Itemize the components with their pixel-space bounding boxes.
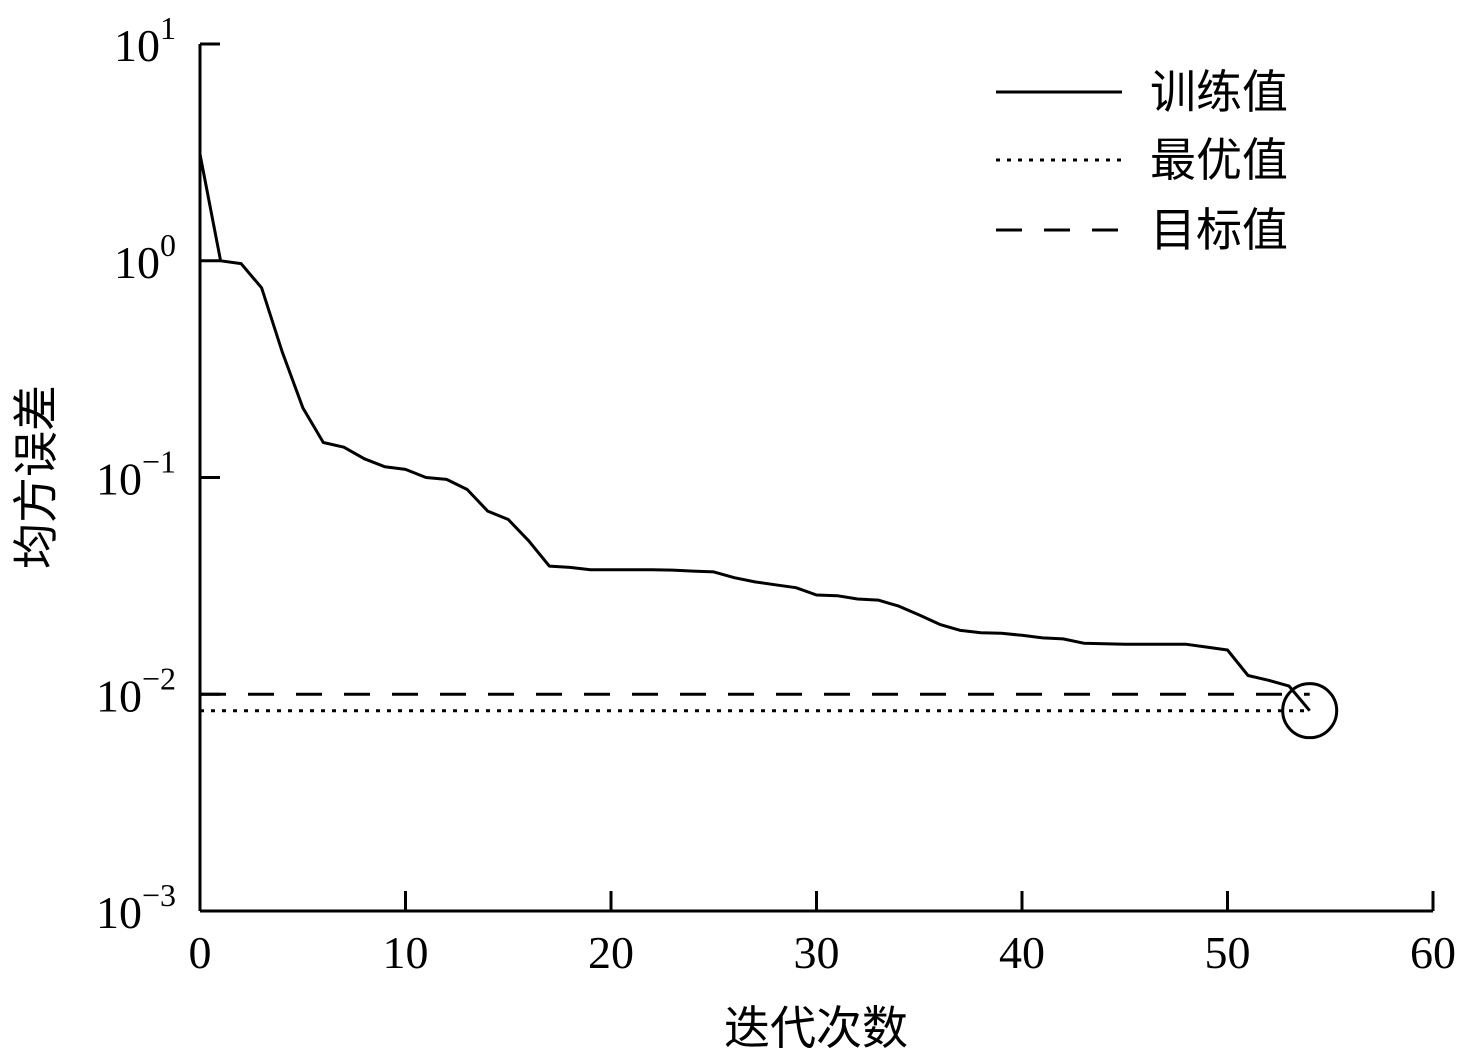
y-tick-label: 10−2 <box>96 660 176 721</box>
y-tick-label: 100 <box>114 227 176 288</box>
x-tick-label: 20 <box>588 927 634 978</box>
x-tick-label: 10 <box>383 927 429 978</box>
x-tick-label: 40 <box>999 927 1045 978</box>
y-tick-label: 101 <box>114 10 176 71</box>
legend-label: 最优值 <box>1150 133 1288 187</box>
y-ticks: 101 100 10−1 10−2 10−3 <box>96 10 220 938</box>
y-axis-title: 均方误差 <box>9 385 63 569</box>
x-tick-label: 60 <box>1410 927 1456 978</box>
x-tick-label: 50 <box>1205 927 1251 978</box>
legend-label: 训练值 <box>1150 65 1288 119</box>
y-tick-label: 10−1 <box>96 444 176 505</box>
y-tick-label: 10−3 <box>96 877 176 938</box>
x-ticks: 0 10 20 30 40 50 60 <box>189 891 1456 978</box>
x-tick-label: 30 <box>794 927 840 978</box>
legend-label: 目标值 <box>1150 203 1288 257</box>
optimum-circle-marker <box>1281 682 1339 740</box>
x-tick-label: 0 <box>189 927 212 978</box>
series-layer <box>198 153 1311 713</box>
series-line-solid <box>198 153 1311 712</box>
x-axis-title: 迭代次数 <box>724 1001 908 1055</box>
annotation-layer <box>1281 682 1339 740</box>
